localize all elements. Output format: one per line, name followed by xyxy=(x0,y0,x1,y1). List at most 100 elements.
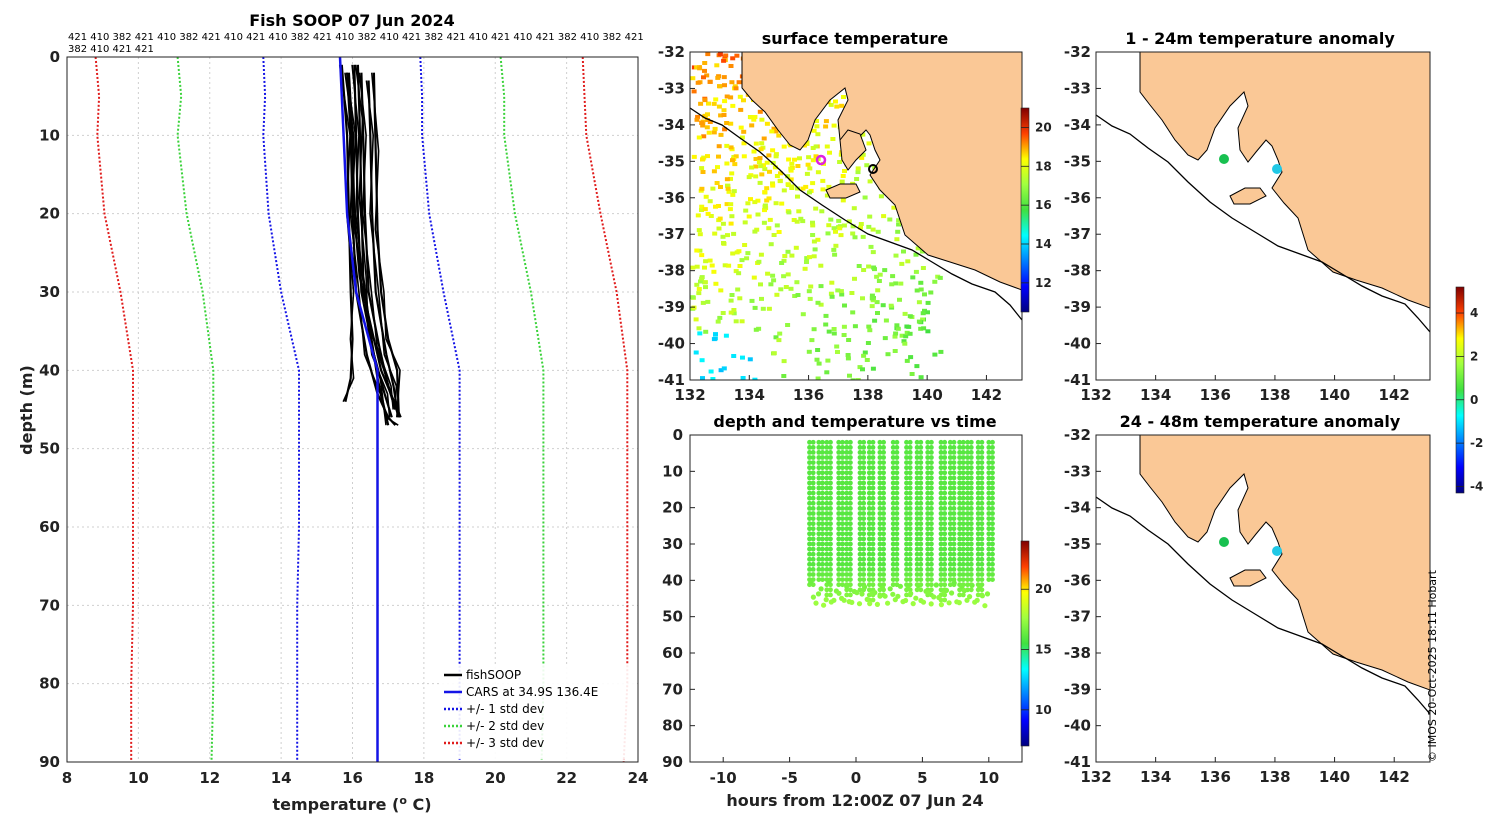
cast-point xyxy=(826,579,832,585)
sst-pixel xyxy=(731,231,737,236)
cast-point xyxy=(848,541,853,547)
cast-point xyxy=(957,506,962,511)
xlabel-degree: o xyxy=(399,794,407,807)
cast-point xyxy=(877,541,883,547)
cast-point xyxy=(947,536,953,542)
cast-point xyxy=(890,465,896,471)
cast-point xyxy=(986,450,992,455)
cast-point xyxy=(836,551,842,557)
time-title: depth and temperature vs time xyxy=(713,412,996,431)
cast-point xyxy=(925,567,931,572)
cast-point xyxy=(975,572,981,577)
cast-point xyxy=(968,516,974,521)
cast-point xyxy=(894,490,900,496)
cast-point xyxy=(820,561,825,567)
cast-point xyxy=(877,495,883,501)
profile-lines xyxy=(94,56,629,763)
sst-pixel xyxy=(713,204,718,209)
cast-point xyxy=(986,485,992,491)
sst-pixel xyxy=(716,226,722,231)
tick-label-x: 134 xyxy=(734,386,765,404)
cast-point xyxy=(870,485,876,491)
sst-pixel xyxy=(725,183,731,188)
cast-point xyxy=(975,450,981,455)
cast-point xyxy=(957,439,962,445)
cast-point xyxy=(990,490,995,496)
cast-point xyxy=(857,450,863,455)
sst-pixel xyxy=(776,338,782,343)
sst-pixel xyxy=(711,337,717,342)
legend-std2: +/- 2 std dev xyxy=(466,719,544,733)
cast-point xyxy=(828,511,833,516)
sst-pixel xyxy=(815,348,821,352)
fish-profile-line xyxy=(358,72,394,410)
cast-point xyxy=(947,546,953,552)
cast-point xyxy=(861,567,867,572)
cast-point xyxy=(918,556,924,562)
cast-point xyxy=(808,579,814,586)
cast-point xyxy=(942,470,948,476)
sst-pixel xyxy=(881,214,887,219)
cast-point xyxy=(965,546,970,552)
cast-point xyxy=(914,536,920,542)
cast-point xyxy=(986,439,992,445)
legend-cars: CARS at 34.9S 136.4E xyxy=(466,685,598,699)
cast-point xyxy=(810,561,816,567)
cast-point xyxy=(816,572,822,577)
sst-pixel xyxy=(807,296,813,301)
tick-label-y: 60 xyxy=(662,644,683,662)
cast-point xyxy=(820,450,825,455)
sst-pixel xyxy=(730,251,736,256)
sst-pixel xyxy=(802,266,808,271)
cast-point xyxy=(828,450,833,455)
sst-pixel xyxy=(800,186,806,191)
cast-point xyxy=(929,551,934,557)
tick-label-y: 60 xyxy=(39,518,60,536)
cast-point xyxy=(986,526,992,532)
cast-point xyxy=(894,546,900,552)
cast-point xyxy=(820,495,825,501)
cast-point xyxy=(960,511,966,516)
cast-point xyxy=(861,450,867,455)
tick-label-x: 142 xyxy=(1379,386,1410,404)
sst-pixel xyxy=(875,311,880,315)
cast-point xyxy=(890,536,896,542)
cast-point xyxy=(914,450,920,455)
cast-point xyxy=(840,506,845,511)
sst-pixel xyxy=(794,280,800,285)
cast-point xyxy=(854,590,860,596)
cast-point xyxy=(810,567,816,572)
sst-pixel xyxy=(910,275,916,280)
cast-point xyxy=(807,556,812,562)
cast-point xyxy=(957,551,962,557)
cast-point xyxy=(975,526,981,532)
cast-point xyxy=(936,594,942,601)
cast-point xyxy=(836,506,842,511)
cast-point xyxy=(990,470,995,476)
cast-point xyxy=(929,546,934,552)
cast-point xyxy=(968,521,974,527)
cast-point xyxy=(866,480,872,486)
sst-pixel xyxy=(835,350,840,354)
tick-label-y: -34 xyxy=(658,116,685,134)
sst-pixel xyxy=(759,117,765,122)
sst-pixel xyxy=(728,221,734,226)
cast-point xyxy=(894,480,900,486)
cast-point xyxy=(986,506,992,511)
cast-point xyxy=(914,439,920,445)
anom-shallow-title: 1 - 24m temperature anomaly xyxy=(1125,29,1395,48)
cast-point xyxy=(807,495,812,501)
sst-pixel xyxy=(770,181,775,186)
cast-point xyxy=(918,506,924,511)
cast-point xyxy=(914,541,920,547)
cast-point xyxy=(918,500,924,506)
cast-point xyxy=(951,516,957,521)
cast-point xyxy=(840,465,845,471)
cast-point xyxy=(881,556,886,562)
cast-point xyxy=(807,567,812,572)
sst-pixel xyxy=(813,144,819,149)
sst-pixel xyxy=(765,271,771,276)
cast-point xyxy=(894,465,900,471)
cast-point xyxy=(866,531,872,537)
cast-point xyxy=(890,567,896,572)
